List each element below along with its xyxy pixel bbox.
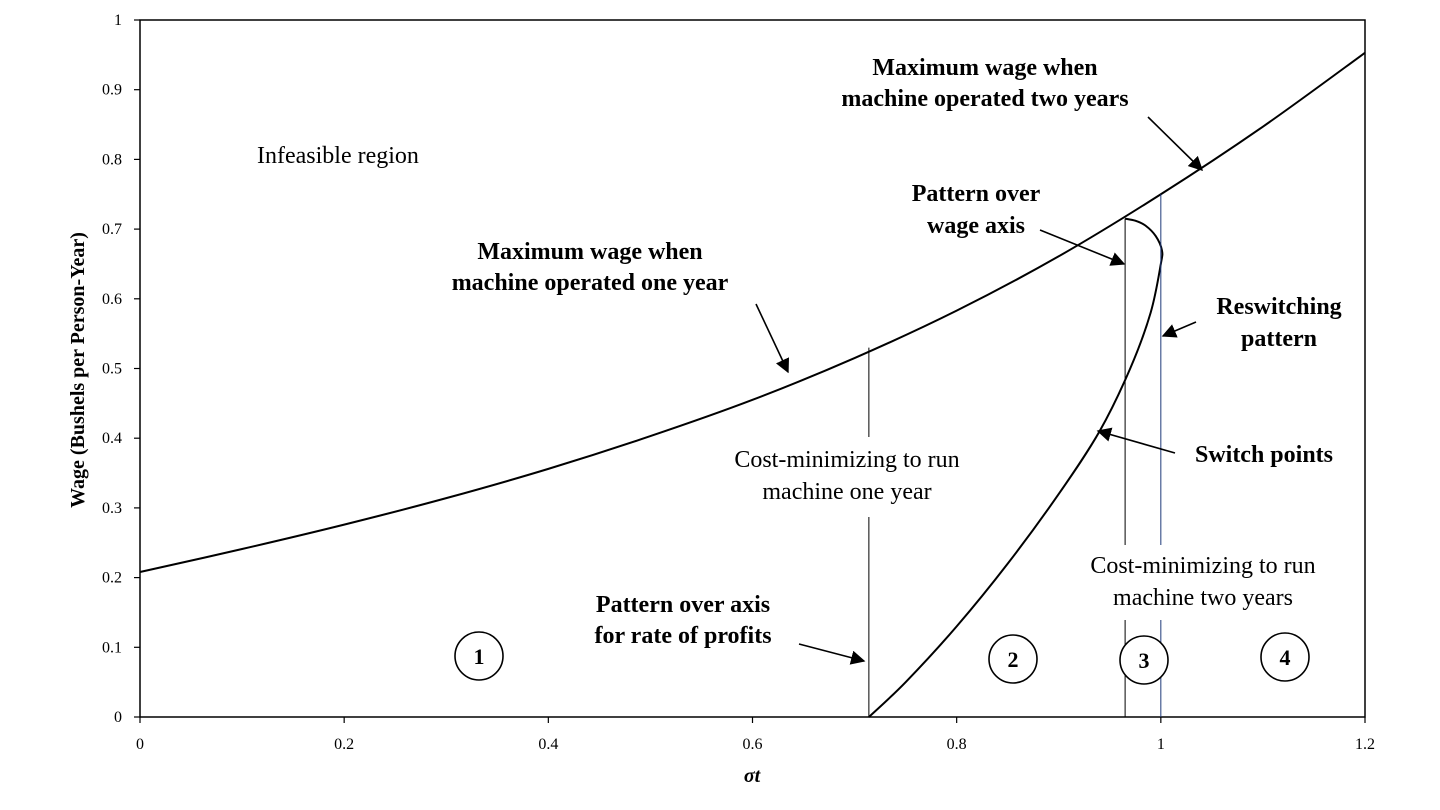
- region-1: 1: [454, 631, 504, 681]
- y-tick-label: 1: [114, 12, 122, 29]
- y-tick-label: 0: [114, 709, 122, 726]
- y-tick-label: 0.5: [102, 361, 122, 378]
- max-wage-curve: [139, 51, 1366, 573]
- x-tick-label: 0: [136, 736, 144, 753]
- vertical-lines: [868, 194, 1162, 717]
- arrow-pattern-wage-axis: [1039, 229, 1126, 266]
- x-tick-label: 0.4: [538, 736, 558, 753]
- svg-text:3: 3: [1139, 648, 1150, 673]
- arrow-pattern-profit-axis: [798, 643, 866, 665]
- pattern-profit-axis-label-2: for rate of profits: [594, 623, 771, 649]
- arrow-max-wage-one-year: [755, 303, 789, 374]
- x-axis-label: σt: [744, 765, 762, 787]
- y-tick-label: 0.8: [102, 151, 122, 168]
- arrow-reswitching: [1161, 321, 1197, 338]
- x-axis-ticks: 0 0.2 0.4 0.6 0.8 1 1.2: [136, 717, 1375, 753]
- switch-points-curve: [868, 217, 1164, 718]
- y-tick-label: 0.9: [102, 82, 122, 99]
- arrow-max-wage-two-years: [1147, 116, 1204, 172]
- cost-one-year-label-1: Cost-minimizing to run: [734, 447, 959, 473]
- reswitching-label-1: Reswitching: [1216, 294, 1341, 320]
- pattern-wage-axis-label-2: wage axis: [927, 213, 1025, 239]
- region-3: 3: [1119, 635, 1169, 685]
- infeasible-region-label: Infeasible region: [257, 143, 419, 169]
- pattern-profit-axis-label-1: Pattern over axis: [596, 592, 770, 618]
- switch-points-label: Switch points: [1195, 442, 1333, 468]
- cost-two-years-label-1: Cost-minimizing to run: [1090, 553, 1315, 579]
- region-4: 4: [1260, 632, 1310, 682]
- max-wage-one-year-label-2: machine operated one year: [452, 270, 729, 296]
- max-wage-one-year-label-1: Maximum wage when: [477, 239, 702, 265]
- cost-one-year-label-2: machine one year: [762, 479, 931, 505]
- cost-two-label-bg: [1068, 545, 1340, 620]
- y-tick-label: 0.7: [102, 221, 122, 238]
- x-tick-label: 1.2: [1355, 736, 1375, 753]
- cost-two-years-label-2: machine two years: [1113, 585, 1293, 611]
- y-tick-label: 0.2: [102, 570, 122, 587]
- series-group: [139, 51, 1366, 718]
- region-2: 2: [988, 634, 1038, 684]
- y-axis-ticks: 0 0.1 0.2 0.3 0.4 0.5 0.6 0.7 0.8 0.9 1: [102, 12, 140, 726]
- max-wage-two-years-label-2: machine operated two years: [841, 86, 1128, 112]
- svg-text:4: 4: [1280, 645, 1291, 670]
- y-tick-label: 0.6: [102, 291, 122, 308]
- svg-text:1: 1: [474, 644, 485, 669]
- reswitching-label-2: pattern: [1241, 326, 1317, 352]
- max-wage-two-years-label-1: Maximum wage when: [872, 55, 1097, 81]
- y-tick-label: 0.4: [102, 430, 122, 447]
- y-tick-label: 0.1: [102, 639, 122, 656]
- svg-text:2: 2: [1008, 647, 1019, 672]
- x-tick-label: 0.2: [334, 736, 354, 753]
- pattern-wage-axis-label-1: Pattern over: [912, 181, 1041, 207]
- x-tick-label: 0.6: [743, 736, 763, 753]
- y-tick-label: 0.3: [102, 500, 122, 517]
- arrow-switch-points: [1096, 427, 1176, 454]
- x-tick-label: 0.8: [947, 736, 967, 753]
- cost-one-label-bg: [712, 437, 982, 517]
- x-tick-label: 1: [1157, 736, 1165, 753]
- y-axis-label: Wage (Bushels per Person-Year): [67, 232, 89, 508]
